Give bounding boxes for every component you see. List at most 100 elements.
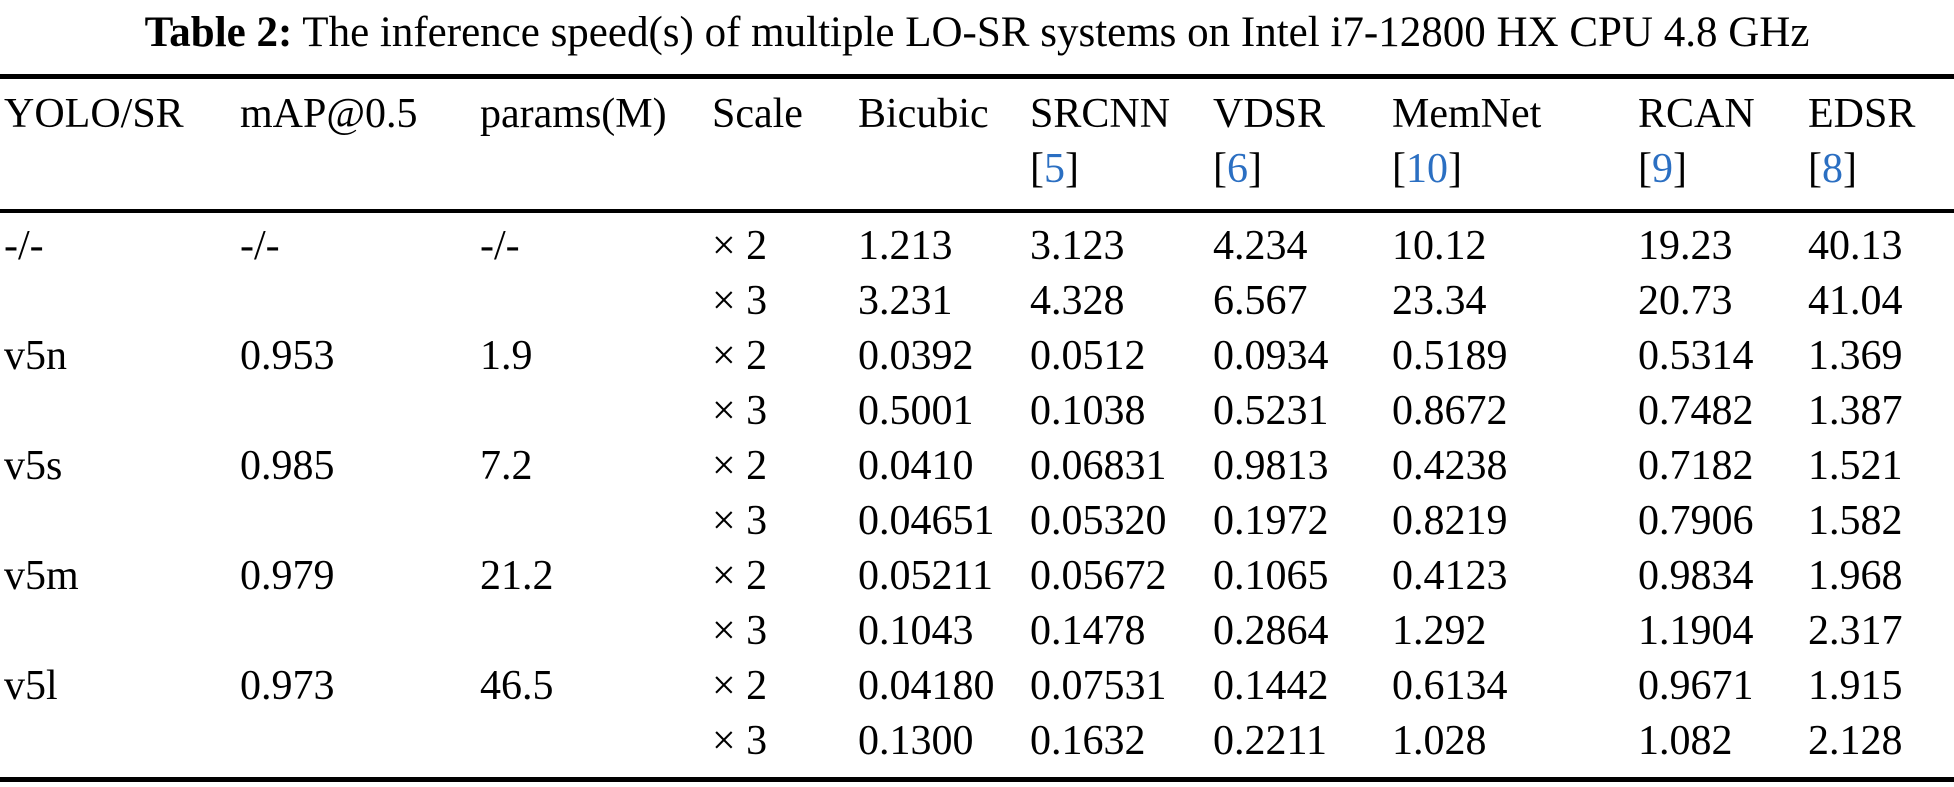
cell-system	[0, 384, 236, 439]
citation-link-6[interactable]: [6]	[1213, 146, 1262, 193]
cell-map	[236, 714, 476, 780]
cell-bicubic: 0.04651	[858, 497, 995, 544]
cell-bicubic: 0.0410	[858, 442, 974, 489]
cell-bicubic: 0.0392	[858, 332, 974, 379]
cell-map: 0.979	[240, 552, 335, 599]
cell-params	[476, 604, 708, 659]
cell-params: 21.2	[480, 552, 554, 599]
table-row: v5l 0.973 46.5 × 2 0.04180 0.07531 0.1442 0.613…	[0, 659, 1954, 714]
cell-srcnn: 0.1478	[1030, 607, 1146, 654]
column-header-scale: Scale	[708, 77, 854, 211]
column-header-label: params(M)	[480, 91, 667, 138]
cell-params: -/-	[480, 222, 520, 269]
column-header-label: Bicubic	[858, 91, 989, 138]
cell-bicubic: 0.04180	[858, 662, 995, 709]
cell-edsr: 1.387	[1808, 387, 1903, 434]
column-header-label: YOLO/SR	[4, 91, 184, 138]
citation-link-10[interactable]: [10]	[1392, 146, 1462, 193]
cell-vdsr: 0.1065	[1213, 552, 1329, 599]
cell-rcan: 0.5314	[1638, 332, 1754, 379]
cell-vdsr: 0.2211	[1213, 717, 1327, 764]
table-row: × 3 3.231 4.328 6.567 23.34 20.73 41.04	[0, 274, 1954, 329]
cell-rcan: 0.7182	[1638, 442, 1754, 489]
cell-rcan: 0.7482	[1638, 387, 1754, 434]
cell-rcan: 0.9834	[1638, 552, 1754, 599]
column-header-label: Scale	[712, 91, 803, 138]
cell-bicubic: 3.231	[858, 277, 953, 324]
table-row: × 3 0.1300 0.1632 0.2211 1.028 1.082 2.128	[0, 714, 1954, 780]
cell-memnet: 0.8672	[1392, 387, 1508, 434]
cell-rcan: 0.9671	[1638, 662, 1754, 709]
cell-params	[476, 274, 708, 329]
cell-memnet: 0.8219	[1392, 497, 1508, 544]
table-row: × 3 0.1043 0.1478 0.2864 1.292 1.1904 2.317	[0, 604, 1954, 659]
cell-map	[236, 384, 476, 439]
cell-params: 1.9	[480, 332, 533, 379]
cell-map	[236, 274, 476, 329]
cell-vdsr: 4.234	[1213, 222, 1308, 269]
cell-edsr: 1.915	[1808, 662, 1903, 709]
cell-scale: × 3	[712, 277, 768, 324]
column-header-vdsr: VDSR [6]	[1209, 77, 1388, 211]
cell-vdsr: 0.1442	[1213, 662, 1329, 709]
cell-memnet: 0.5189	[1392, 332, 1508, 379]
cell-memnet: 1.292	[1392, 607, 1487, 654]
cell-rcan: 1.1904	[1638, 607, 1754, 654]
column-header-srcnn: SRCNN [5]	[1026, 77, 1209, 211]
cell-rcan: 0.7906	[1638, 497, 1754, 544]
cell-vdsr: 0.1972	[1213, 497, 1329, 544]
citation-link-9[interactable]: [9]	[1638, 146, 1687, 193]
cell-system: v5l	[4, 662, 58, 709]
cell-params	[476, 494, 708, 549]
table-caption-text: The inference speed(s) of multiple LO-SR…	[302, 9, 1810, 56]
cell-scale: × 3	[712, 497, 768, 544]
header-row: YOLO/SR mAP@0.5 params(M) Scale Bicubic SRCNN…	[0, 77, 1954, 211]
cell-rcan: 19.23	[1638, 222, 1733, 269]
cell-memnet: 0.4238	[1392, 442, 1508, 489]
cell-map	[236, 494, 476, 549]
cell-map: 0.953	[240, 332, 335, 379]
table-row: v5m 0.979 21.2 × 2 0.05211 0.05672 0.1065 0.412…	[0, 549, 1954, 604]
table-row: × 3 0.04651 0.05320 0.1972 0.8219 0.7906 1.582	[0, 494, 1954, 549]
cell-edsr: 1.968	[1808, 552, 1903, 599]
cell-scale: × 3	[712, 717, 768, 764]
cell-rcan: 1.082	[1638, 717, 1733, 764]
column-header-rcan: RCAN [9]	[1634, 77, 1804, 211]
cell-edsr: 41.04	[1808, 277, 1903, 324]
cell-scale: × 2	[712, 332, 768, 379]
cell-edsr: 1.369	[1808, 332, 1903, 379]
cell-system: v5m	[4, 552, 79, 599]
cell-vdsr: 0.5231	[1213, 387, 1329, 434]
cell-srcnn: 0.1632	[1030, 717, 1146, 764]
cell-srcnn: 3.123	[1030, 222, 1125, 269]
column-header-label: MemNet	[1392, 91, 1542, 138]
column-header-label: EDSR	[1808, 91, 1916, 138]
column-header-bicubic: Bicubic	[854, 77, 1026, 211]
cell-scale: × 3	[712, 607, 768, 654]
cell-srcnn: 0.05672	[1030, 552, 1167, 599]
cell-rcan: 20.73	[1638, 277, 1733, 324]
cell-srcnn: 0.0512	[1030, 332, 1146, 379]
cell-bicubic: 0.5001	[858, 387, 974, 434]
cell-map: 0.985	[240, 442, 335, 489]
cell-srcnn: 0.1038	[1030, 387, 1146, 434]
cell-vdsr: 6.567	[1213, 277, 1308, 324]
cell-edsr: 1.582	[1808, 497, 1903, 544]
cell-edsr: 2.317	[1808, 607, 1903, 654]
cell-vdsr: 0.9813	[1213, 442, 1329, 489]
citation-link-8[interactable]: [8]	[1808, 146, 1857, 193]
cell-params: 46.5	[480, 662, 554, 709]
cell-params: 7.2	[480, 442, 533, 489]
cell-scale: × 2	[712, 662, 768, 709]
table-caption: Table 2: The inference speed(s) of multi…	[0, 0, 1954, 57]
column-header-label: RCAN	[1638, 91, 1755, 138]
citation-link-5[interactable]: [5]	[1030, 146, 1079, 193]
table-row: v5n 0.953 1.9 × 2 0.0392 0.0512 0.0934 0.5189 0.…	[0, 329, 1954, 384]
table-body: -/- -/- -/- × 2 1.213 3.123 4.234 10.12 19.23 40.…	[0, 211, 1954, 780]
cell-bicubic: 0.1043	[858, 607, 974, 654]
cell-scale: × 2	[712, 222, 768, 269]
cell-scale: × 3	[712, 387, 768, 434]
cell-vdsr: 0.0934	[1213, 332, 1329, 379]
cell-edsr: 2.128	[1808, 717, 1903, 764]
